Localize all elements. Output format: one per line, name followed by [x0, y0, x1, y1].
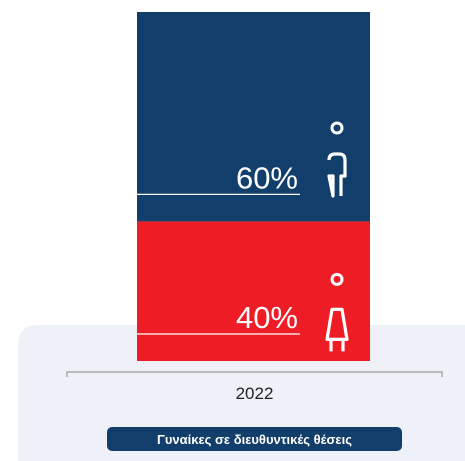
icon-head — [330, 121, 344, 135]
value-label: 60% — [236, 160, 298, 195]
icon-head — [330, 272, 344, 286]
value-label: 40% — [236, 300, 298, 335]
icon — [327, 152, 347, 198]
bar-segment — [137, 221, 370, 361]
button[interactable] — [107, 427, 402, 451]
x-tick-label: 2022 — [236, 384, 274, 403]
icon — [325, 307, 349, 352]
button-label[interactable]: Γυναίκες σε διευθυντικές θέσεις — [157, 432, 352, 447]
bracket — [66, 371, 443, 377]
bars: 40% 60% — [137, 12, 370, 361]
